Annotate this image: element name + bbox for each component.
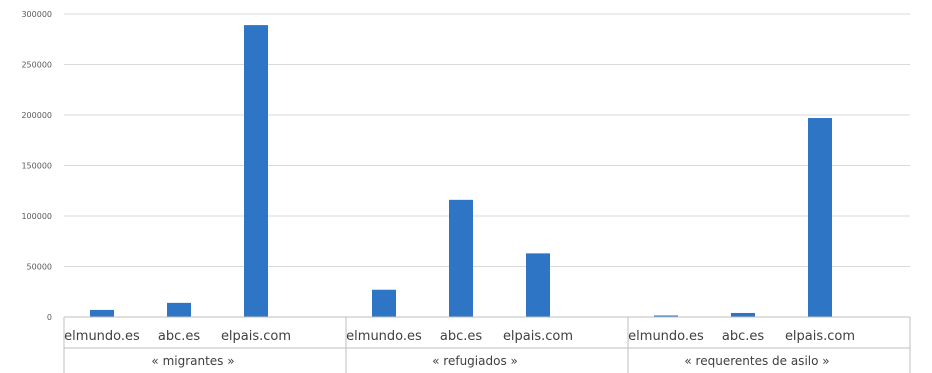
bar [731, 312, 755, 317]
y-tick-label: 100000 [21, 212, 52, 221]
y-tick-label: 0 [47, 313, 52, 322]
category-label: elmundo.es [628, 329, 704, 344]
y-tick-label: 250000 [21, 61, 52, 70]
category-label: abc.es [440, 329, 482, 344]
bar [449, 199, 473, 317]
bar [654, 315, 678, 317]
y-tick-label: 200000 [21, 111, 52, 120]
category-label: elmundo.es [346, 329, 422, 344]
bar [167, 302, 191, 317]
bar [526, 253, 550, 317]
bar [244, 25, 268, 318]
group-label: « requerentes de asilo » [684, 354, 829, 368]
x-axis: elmundo.es abc.es elpais.com « migrantes » e… [63, 316, 911, 373]
y-tick-label: 50000 [27, 263, 52, 272]
bar [90, 309, 114, 317]
y-tick-label: 150000 [21, 162, 52, 171]
bar [808, 118, 832, 317]
category-label: elmundo.es [64, 329, 140, 344]
category-label: elpais.com [221, 329, 291, 344]
category-label: elpais.com [503, 329, 573, 344]
gridlines [64, 13, 910, 318]
bars [90, 25, 832, 318]
y-axis-tick-labels: 0 50000 100000 150000 200000 250000 300000 [21, 10, 52, 322]
y-tick-label: 300000 [21, 10, 52, 19]
category-label: abc.es [158, 329, 200, 344]
group-label: « refugiados » [432, 354, 518, 368]
category-label: elpais.com [785, 329, 855, 344]
bar [372, 289, 396, 317]
category-label: abc.es [722, 329, 764, 344]
group-label: « migrantes » [151, 354, 234, 368]
